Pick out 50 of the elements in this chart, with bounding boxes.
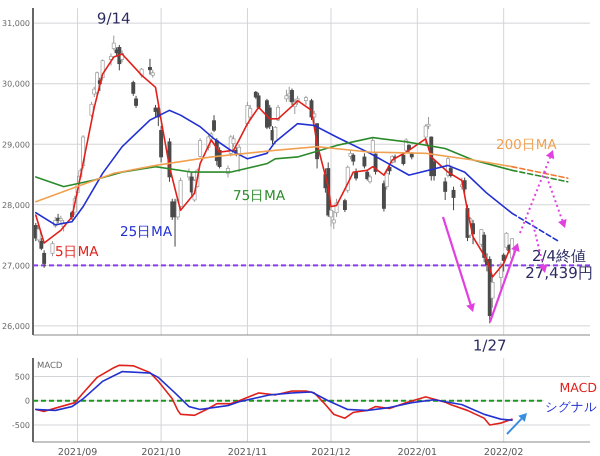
chart-title: MACD [37,361,63,371]
candlestick [368,174,372,184]
candlestick [50,240,54,257]
x-tick-label: 2022/02 [484,447,524,456]
x-tick-label: 2022/01 [398,447,438,456]
y-tick-label: 500 [14,372,30,382]
candlestick [36,226,41,243]
candlestick [401,152,406,166]
series-label: 200日MA [496,137,558,153]
y-tick-label: 27,000 [2,261,30,270]
annotation: 9/14 [96,10,131,28]
candlestick [284,89,288,102]
line-series [34,370,513,421]
annotation: 1/27 [472,336,507,354]
candlestick [384,171,389,190]
x-tick-label: 2021/09 [58,447,98,456]
candlestick [42,250,46,268]
series-label: 75日MA [233,188,286,204]
text: シグナル [545,399,597,414]
candlestick [452,186,456,211]
candlestick [354,168,358,182]
candlestick [342,198,347,213]
y-tick-label: 26,000 [2,322,30,331]
candlestick [131,80,136,96]
x-tick-label: 2021/12 [311,447,351,456]
candlestick [248,104,252,121]
text: 25日MA [120,224,173,240]
candlestick [39,238,44,251]
candlestick [134,95,138,108]
candlestick [148,58,152,76]
candlestick [304,95,308,106]
y-tick-label: 31,000 [2,19,30,28]
y-tick-label: 0 [24,396,30,406]
candlestick [198,138,202,158]
candlestick [212,114,216,133]
y-tick-label: 28,000 [2,200,30,210]
series-label: 5日MA [55,244,100,260]
candlestick [443,177,448,200]
candlestick [256,92,261,110]
y-tick-label: -500 [12,421,30,430]
x-tick-label: 2021/11 [228,447,268,456]
text: MACD [560,380,597,395]
y-tick-label: 29,000 [2,140,30,150]
candlestick [290,88,294,106]
candlestick [365,170,370,182]
candlestick [362,152,366,169]
y-tick-label: 30,000 [2,80,30,89]
candlestick [237,144,242,173]
x-tick-label: 2021/10 [141,447,181,456]
annotation: 2/4終値 27,439円 [525,246,593,282]
